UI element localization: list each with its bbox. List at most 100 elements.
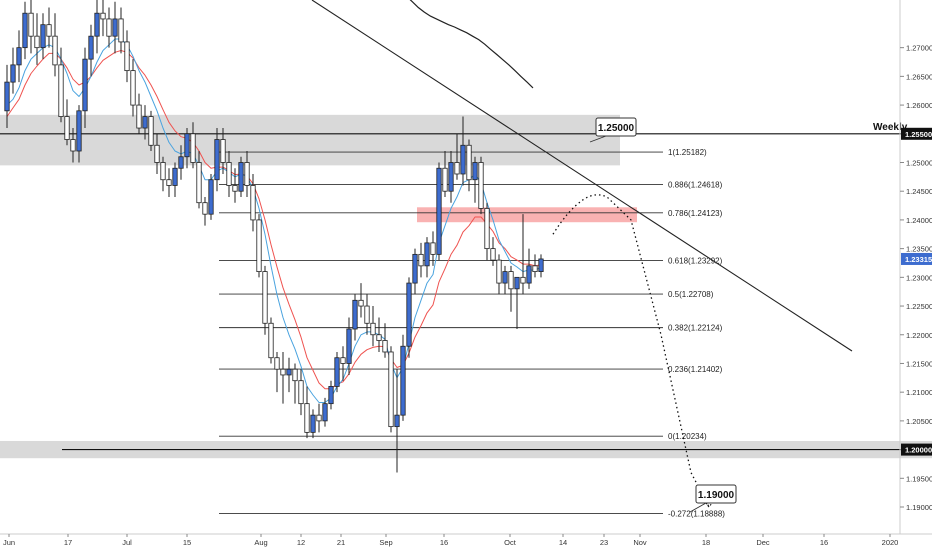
- candle-bearish: [58, 64, 64, 117]
- candle-bearish: [256, 219, 262, 272]
- price-tick-label: 1.26500: [906, 72, 932, 81]
- fib-ratio: 0.236: [668, 365, 689, 374]
- candle-bearish: [106, 18, 112, 37]
- fib-level-label: 1(1.25182): [668, 148, 707, 157]
- candle-bullish: [472, 162, 478, 181]
- fib-paren-close: ): [722, 509, 725, 518]
- candle-bullish: [238, 162, 244, 192]
- time-tick-label: Aug: [254, 538, 267, 547]
- time-tick-label: Nov: [633, 538, 647, 547]
- price-tick-label: 1.24500: [906, 187, 932, 196]
- projection-arrow-head: [705, 502, 713, 508]
- fib-value: 1.24123: [691, 209, 720, 218]
- price-tick-label: 1.26000: [906, 101, 932, 110]
- fib-level-label: 0.786(1.24123): [668, 209, 723, 218]
- candle-bearish: [466, 144, 472, 181]
- callout-label: 1.25000: [598, 123, 635, 134]
- fib-paren-close: ): [720, 180, 723, 189]
- callout-pointer: [689, 502, 707, 513]
- fib-level-label: 0.382(1.22124): [668, 324, 723, 333]
- price-tick-label: 1.19000: [906, 503, 932, 512]
- candle-bearish: [244, 162, 250, 186]
- candle-bearish: [454, 162, 460, 175]
- candle-bearish: [124, 41, 130, 72]
- candle-bullish: [352, 299, 358, 330]
- candle-bearish: [28, 12, 34, 37]
- candle-bearish: [232, 185, 238, 192]
- fib-paren-close: ): [720, 209, 723, 218]
- candle-bearish: [160, 162, 166, 181]
- price-tick-label: 1.24000: [906, 216, 932, 225]
- time-tick-label: 14: [559, 538, 567, 547]
- fib-paren-open: (: [688, 365, 691, 374]
- fib-level-label: 0.618(1.23292): [668, 257, 723, 266]
- candle-bullish: [322, 403, 328, 422]
- candle-bullish: [214, 139, 220, 181]
- candle-bearish: [298, 380, 304, 405]
- fib-ratio: 0.886: [668, 180, 689, 189]
- projection-path: [552, 194, 710, 508]
- time-tick-label: Oct: [504, 538, 517, 547]
- candle-bearish: [250, 185, 256, 221]
- candle-bullish: [328, 386, 334, 405]
- ema-slow-line: [6, 50, 542, 390]
- fib-value: 1.22124: [691, 324, 720, 333]
- candle-bullish: [88, 35, 94, 60]
- candle-bearish: [268, 322, 274, 359]
- candle-bearish: [292, 368, 298, 382]
- callout-pointer: [589, 135, 607, 143]
- candle-bullish: [394, 414, 400, 428]
- price-tick-label: 1.20500: [906, 417, 932, 426]
- ema-200-line: [409, 0, 534, 89]
- fib-paren-open: (: [688, 180, 691, 189]
- price-tick-label: 1.25000: [906, 158, 932, 167]
- candle-bearish: [532, 265, 538, 272]
- candle-bearish: [418, 253, 424, 267]
- fib-paren-close: ): [720, 365, 723, 374]
- candle-bullish: [310, 414, 316, 433]
- fib-paren-open: (: [688, 209, 691, 218]
- fib-ratio: 0.382: [668, 324, 689, 333]
- time-tick-label: 12: [297, 538, 305, 547]
- candle-bearish: [478, 162, 484, 209]
- candle-bullish: [208, 179, 214, 215]
- fib-paren-close: ): [704, 432, 707, 441]
- candle-bullish: [142, 116, 148, 129]
- fib-level-label: 0(1.20234): [668, 432, 707, 441]
- candle-bullish: [526, 265, 532, 284]
- fib-ratio: -0.272: [668, 509, 691, 518]
- fib-level-label: 0.5(1.22708): [668, 290, 714, 299]
- time-tick-label: 2020: [882, 538, 899, 547]
- price-tick-label: 1.21500: [906, 359, 932, 368]
- price-tick-label: 1.22500: [906, 302, 932, 311]
- candle-bullish: [16, 47, 22, 66]
- zone-resistance: [417, 207, 637, 223]
- candle-bullish: [172, 167, 178, 186]
- price-tick-label: 1.23500: [906, 245, 932, 254]
- fib-paren-open: (: [688, 257, 691, 266]
- candle-bullish: [412, 253, 418, 284]
- fib-level-label: 0.236(1.21402): [668, 365, 723, 374]
- callout-box: [595, 117, 637, 137]
- fib-paren-open: (: [691, 509, 694, 518]
- fib-level-label: -0.272(1.18888): [668, 509, 725, 518]
- fib-paren-close: ): [711, 290, 714, 299]
- candle-bullish: [448, 162, 454, 192]
- zone-supply: [0, 114, 620, 166]
- candle-bullish: [538, 258, 544, 272]
- candle-bullish: [334, 357, 340, 387]
- current-price-tag: [901, 252, 932, 265]
- fib-ratio: 0.618: [668, 257, 689, 266]
- candle-bearish: [130, 70, 136, 106]
- callout-box: [695, 484, 737, 504]
- candle-bullish: [94, 12, 100, 37]
- candle-bullish: [178, 156, 184, 169]
- price-tick-label: 1.22000: [906, 331, 932, 340]
- fib-paren-open: (: [679, 290, 682, 299]
- candle-bullish: [76, 110, 82, 152]
- fib-ratio: 0.786: [668, 209, 689, 218]
- candle-bearish: [202, 202, 208, 215]
- candle-bearish: [490, 248, 496, 261]
- ema-fast-line: [6, 38, 542, 403]
- fib-paren-open: (: [688, 324, 691, 333]
